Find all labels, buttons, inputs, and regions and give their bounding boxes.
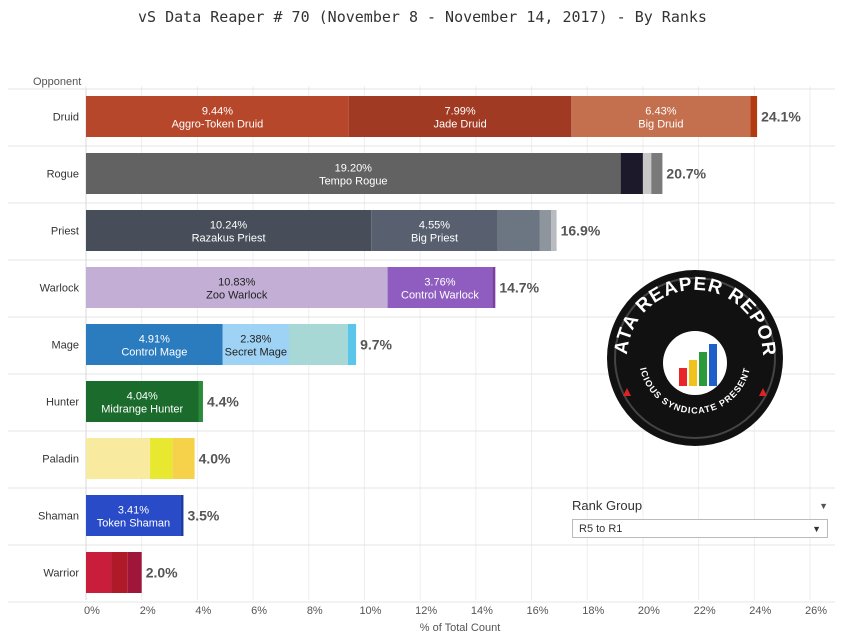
- bar-value-label: 4.04%: [127, 391, 158, 403]
- bar-archetype-label: Big Priest: [411, 233, 458, 245]
- bar-value-label: 19.20%: [335, 163, 373, 175]
- bar-total-label: 4.4%: [207, 394, 239, 410]
- bar-segment[interactable]: [86, 267, 388, 308]
- x-tick-label: 4%: [195, 605, 211, 617]
- x-tick-label: 20%: [638, 605, 660, 617]
- x-axis-title: % of Total Count: [420, 622, 501, 634]
- x-tick-label: 2%: [140, 605, 156, 617]
- x-tick-label: 18%: [582, 605, 604, 617]
- bar-segment[interactable]: [127, 552, 142, 593]
- bar-segment[interactable]: [539, 210, 552, 251]
- bar-total-label: 2.0%: [146, 565, 178, 581]
- filter-menu-icon[interactable]: ▼: [819, 500, 828, 511]
- bar-segment[interactable]: [222, 324, 289, 365]
- bar-archetype-label: Big Druid: [638, 119, 683, 131]
- bar-segment[interactable]: [111, 552, 128, 593]
- bar-segment[interactable]: [371, 210, 498, 251]
- bar-segment[interactable]: [288, 324, 348, 365]
- bar-total-label: 3.5%: [187, 508, 219, 524]
- bar-value-label: 7.99%: [445, 106, 476, 118]
- bar-archetype-label: Secret Mage: [225, 347, 287, 359]
- bar-value-label: 10.24%: [210, 220, 248, 232]
- bar-value-label: 9.44%: [202, 106, 233, 118]
- x-tick-label: 14%: [471, 605, 493, 617]
- bar-total-label: 20.7%: [666, 166, 706, 182]
- bar-segment[interactable]: [571, 96, 751, 137]
- chart-title: vS Data Reaper # 70 (November 8 - Novemb…: [138, 8, 707, 26]
- category-label: Warrior: [43, 568, 79, 580]
- bar-segment[interactable]: [198, 381, 203, 422]
- bar-segment[interactable]: [180, 495, 184, 536]
- bar-segment[interactable]: [620, 153, 643, 194]
- category-label: Priest: [51, 226, 79, 238]
- bar-segment[interactable]: [651, 153, 663, 194]
- category-label: Rogue: [47, 169, 79, 181]
- bar-archetype-label: Tempo Rogue: [319, 176, 388, 188]
- bar-value-label: 4.55%: [419, 220, 450, 232]
- bar-segment[interactable]: [492, 267, 496, 308]
- category-label: Paladin: [42, 454, 79, 466]
- bar-value-label: 2.38%: [240, 334, 271, 346]
- category-label: Shaman: [38, 511, 79, 523]
- bar-segment[interactable]: [86, 495, 181, 536]
- bar-archetype-label: Token Shaman: [97, 518, 170, 530]
- bar-segment[interactable]: [642, 153, 652, 194]
- x-tick-label: 8%: [307, 605, 323, 617]
- x-tick-label: 22%: [694, 605, 716, 617]
- bar-archetype-label: Jade Druid: [434, 119, 487, 131]
- bar-segment[interactable]: [347, 324, 357, 365]
- bar-archetype-label: Razakus Priest: [192, 233, 266, 245]
- chevron-down-icon: ▼: [812, 523, 821, 534]
- bar-total-label: 9.7%: [360, 337, 392, 353]
- rank-group-header: Rank Group ▼: [572, 498, 828, 513]
- bar-archetype-label: Aggro-Token Druid: [172, 119, 264, 131]
- x-tick-label: 12%: [415, 605, 437, 617]
- bar-total-label: 16.9%: [561, 223, 601, 239]
- bar-segment[interactable]: [86, 324, 223, 365]
- data-reaper-report-logo: DATA REAPER REPORT VICIOUS SYNDICATE PRE…: [605, 268, 783, 446]
- bar-archetype-label: Control Mage: [121, 347, 187, 359]
- bar-archetype-label: Zoo Warlock: [206, 290, 268, 302]
- bar-segment[interactable]: [150, 438, 173, 479]
- bar-segment[interactable]: [551, 210, 557, 251]
- rank-group-filter[interactable]: Rank Group ▼ R5 to R1 ▼: [572, 498, 828, 538]
- rank-group-dropdown[interactable]: R5 to R1 ▼: [572, 519, 828, 538]
- bar-segment[interactable]: [172, 438, 195, 479]
- rank-group-selected: R5 to R1: [579, 522, 623, 535]
- x-tick-label: 6%: [251, 605, 267, 617]
- x-tick-label: 24%: [749, 605, 771, 617]
- x-tick-label: 26%: [805, 605, 827, 617]
- x-tick-label: 0%: [84, 605, 100, 617]
- bar-value-label: 6.43%: [645, 106, 676, 118]
- bar-value-label: 3.41%: [118, 505, 149, 517]
- bar-segment[interactable]: [750, 96, 758, 137]
- bar-total-label: 24.1%: [761, 109, 801, 125]
- bar-archetype-label: Control Warlock: [401, 290, 479, 302]
- bar-segment[interactable]: [86, 552, 112, 593]
- bar-segment[interactable]: [86, 210, 372, 251]
- x-tick-label: 10%: [359, 605, 381, 617]
- bar-value-label: 4.91%: [139, 334, 170, 346]
- category-label: Mage: [51, 340, 79, 352]
- row-header: Opponent: [33, 76, 81, 88]
- x-tick-label: 16%: [527, 605, 549, 617]
- bar-segment[interactable]: [387, 267, 493, 308]
- category-label: Warlock: [40, 283, 80, 295]
- category-label: Druid: [53, 112, 79, 124]
- bar-segment[interactable]: [86, 153, 621, 194]
- bar-value-label: 10.83%: [218, 277, 256, 289]
- bar-segment[interactable]: [86, 381, 199, 422]
- bar-value-label: 3.76%: [424, 277, 455, 289]
- bar-segment[interactable]: [348, 96, 572, 137]
- bar-segment[interactable]: [86, 438, 151, 479]
- bar-total-label: 14.7%: [499, 280, 539, 296]
- rank-group-title: Rank Group: [572, 498, 643, 513]
- bar-segment[interactable]: [86, 96, 349, 137]
- bar-archetype-label: Midrange Hunter: [101, 404, 183, 416]
- bar-segment[interactable]: [497, 210, 540, 251]
- bar-total-label: 4.0%: [199, 451, 231, 467]
- category-label: Hunter: [46, 397, 79, 409]
